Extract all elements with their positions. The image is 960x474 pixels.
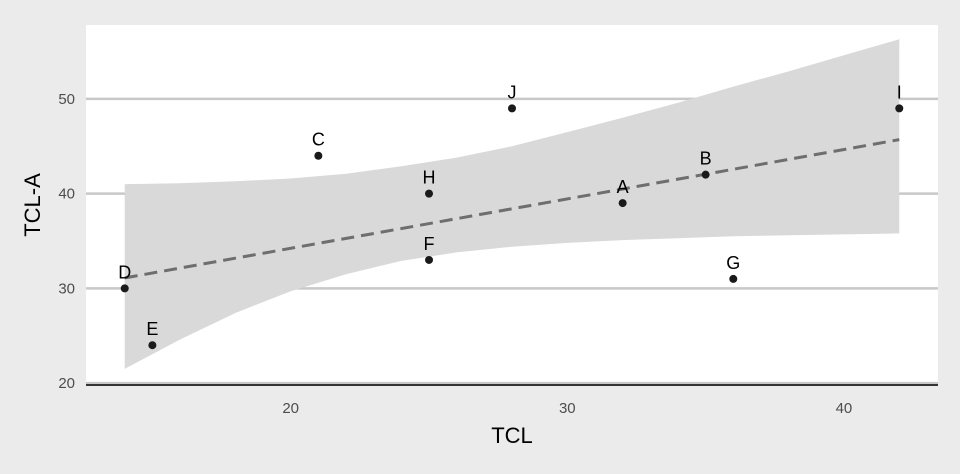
x-axis-title: TCL — [491, 423, 533, 448]
point-f — [425, 255, 434, 264]
y-tick-label-50: 50 — [58, 91, 75, 108]
point-label-a: A — [617, 177, 629, 197]
point-label-j: J — [508, 82, 517, 102]
point-g — [729, 274, 738, 283]
x-tick-labels: 20 30 40 — [282, 400, 852, 417]
y-tick-label-40: 40 — [58, 186, 75, 203]
y-axis-title: TCL-A — [20, 173, 45, 237]
confidence-band-area — [124, 39, 900, 369]
point-h — [425, 189, 434, 198]
trend-line-layer — [124, 138, 900, 280]
y-tick-label-30: 30 — [58, 280, 75, 297]
x-tick-label-40: 40 — [836, 400, 853, 417]
points-layer: A B C D E F G H I J — [118, 82, 904, 350]
point-label-i: I — [897, 82, 902, 102]
point-label-c: C — [312, 130, 325, 150]
confidence-band — [124, 39, 900, 369]
x-tick-label-20: 20 — [282, 400, 299, 417]
point-d — [120, 284, 129, 293]
point-e — [148, 341, 157, 350]
point-a — [618, 199, 627, 208]
point-label-g: G — [726, 253, 740, 273]
point-label-f: F — [424, 234, 435, 254]
point-j — [508, 104, 516, 113]
point-label-d: D — [118, 262, 131, 282]
point-label-b: B — [700, 149, 712, 169]
point-i — [895, 104, 904, 113]
point-c — [314, 151, 323, 160]
y-tick-label-20: 20 — [58, 375, 75, 392]
point-label-e: E — [146, 319, 158, 339]
x-tick-label-30: 30 — [559, 400, 576, 417]
point-label-h: H — [423, 168, 436, 188]
y-tick-labels: 20 30 40 50 — [58, 91, 75, 392]
trend-line — [124, 138, 900, 280]
point-b — [701, 170, 710, 179]
